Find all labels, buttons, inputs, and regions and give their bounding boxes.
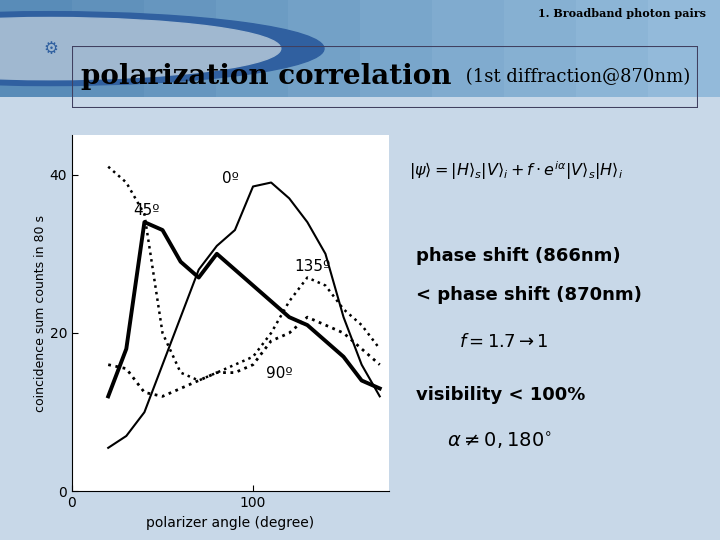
Text: < phase shift (870nm): < phase shift (870nm): [415, 286, 642, 305]
Bar: [504, 0, 576, 97]
Text: 國立交通大學: 國立交通大學: [130, 28, 174, 40]
Text: 90º: 90º: [266, 366, 292, 381]
X-axis label: polarizer angle (degree): polarizer angle (degree): [146, 516, 315, 530]
Circle shape: [0, 12, 324, 85]
Text: 1. Broadband photon pairs: 1. Broadband photon pairs: [538, 8, 706, 19]
Text: phase shift (866nm): phase shift (866nm): [415, 247, 620, 265]
Bar: [576, 0, 648, 97]
Bar: [216, 0, 288, 97]
Bar: [72, 0, 144, 97]
Circle shape: [0, 17, 281, 80]
Bar: [648, 0, 720, 97]
Bar: [360, 0, 432, 97]
Text: $|\psi\rangle = |H\rangle_s|V\rangle_i + f \cdot e^{i\alpha}|V\rangle_s|H\rangle: $|\psi\rangle = |H\rangle_s|V\rangle_i +…: [410, 159, 624, 182]
Text: 135º: 135º: [294, 259, 331, 274]
Y-axis label: coincidence sum counts in 80 s: coincidence sum counts in 80 s: [34, 215, 47, 411]
Text: ⚙: ⚙: [43, 39, 58, 58]
Text: polarization correlation: polarization correlation: [81, 63, 452, 90]
Text: (1st diffraction@870nm): (1st diffraction@870nm): [460, 68, 690, 86]
Text: visibility < 100%: visibility < 100%: [415, 386, 585, 404]
Text: 45º: 45º: [133, 203, 160, 218]
Text: $f = 1.7 \rightarrow 1$: $f = 1.7 \rightarrow 1$: [459, 333, 549, 350]
Text: $\alpha \neq 0, 180^{\circ}$: $\alpha \neq 0, 180^{\circ}$: [446, 431, 552, 452]
Text: 0º: 0º: [222, 172, 239, 186]
Bar: [144, 0, 216, 97]
Bar: [432, 0, 504, 97]
Bar: [0, 0, 72, 97]
Bar: [288, 0, 360, 97]
